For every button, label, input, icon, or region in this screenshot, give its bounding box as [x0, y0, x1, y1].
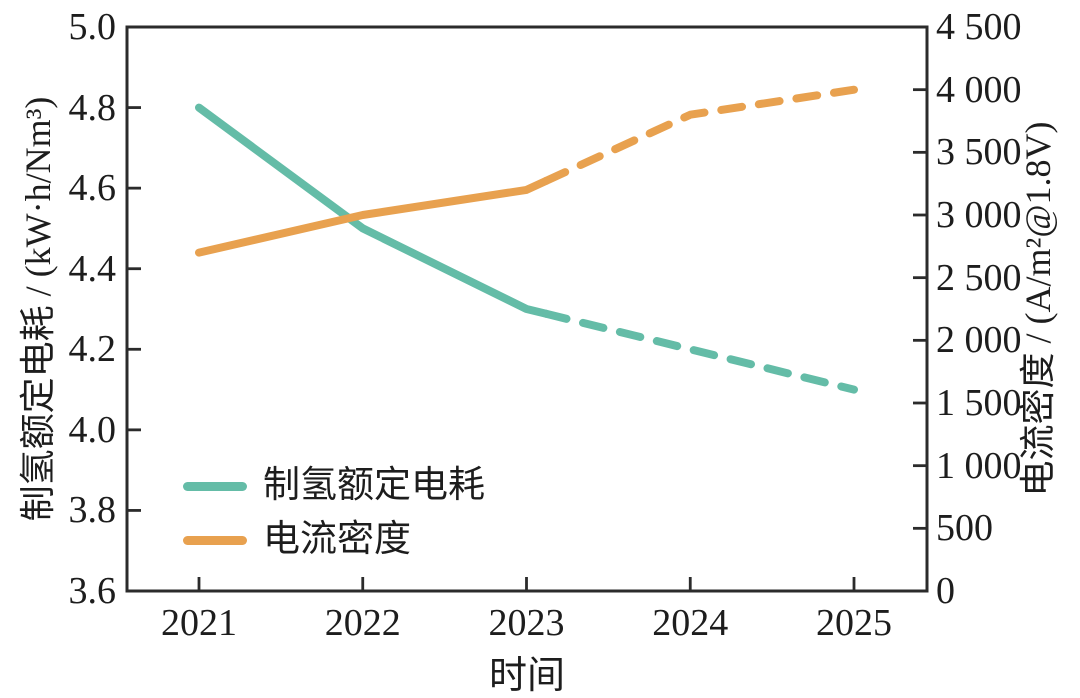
- x-axis-tick-label: 2023: [488, 602, 565, 644]
- left-axis-tick-label: 4.0: [68, 408, 117, 451]
- legend-item-label: 电流密度: [263, 519, 411, 560]
- series-line-solid-1: [195, 176, 551, 257]
- left-axis-tick-label: 4.6: [68, 167, 117, 210]
- legend-line-sample: [183, 481, 247, 491]
- right-axis-tick-label: 3 500: [936, 131, 1022, 174]
- right-axis-tick-label: 2 500: [936, 256, 1022, 299]
- right-axis-tick-label: 4 500: [936, 6, 1022, 48]
- right-axis-tick-label: 0: [936, 570, 955, 612]
- x-axis-title: 时间: [488, 655, 565, 697]
- right-axis-tick-label: 4 000: [936, 68, 1022, 111]
- left-axis-tick-label: 4.2: [68, 328, 117, 371]
- series-line-dashed-1: [542, 85, 858, 185]
- legend-item: 制氢额定电耗: [183, 459, 485, 513]
- right-axis-tick-label: 1 000: [936, 444, 1022, 487]
- legend-item: 电流密度: [183, 513, 485, 567]
- plot-frame: [125, 25, 929, 593]
- left-axis-tick-label: 3.6: [68, 570, 117, 612]
- x-axis-tick-label: 2021: [161, 602, 237, 644]
- right-axis-tick-label: 1 500: [936, 382, 1022, 424]
- left-axis-tick-label: 5.0: [68, 6, 117, 48]
- left-axis-tick-label: 4.8: [68, 86, 117, 129]
- right-axis-tick-label: 3 000: [936, 194, 1022, 236]
- legend-line-sample: [183, 535, 247, 545]
- x-axis-tick-label: 2024: [652, 602, 729, 644]
- left-axis-tick-label: 3.8: [68, 489, 117, 532]
- series-line-dashed-0: [542, 309, 858, 394]
- x-axis-tick-label: 2022: [324, 602, 401, 644]
- series-line-solid-0: [195, 103, 551, 318]
- x-axis-tick-label: 2025: [816, 602, 892, 644]
- legend-item-label: 制氢额定电耗: [263, 465, 485, 506]
- right-axis-tick-label: 2 000: [936, 319, 1022, 362]
- right-axis-tick-label: 500: [936, 507, 993, 550]
- legend: 制氢额定电耗 电流密度: [183, 459, 485, 567]
- left-axis-tick-label: 4.4: [68, 247, 117, 290]
